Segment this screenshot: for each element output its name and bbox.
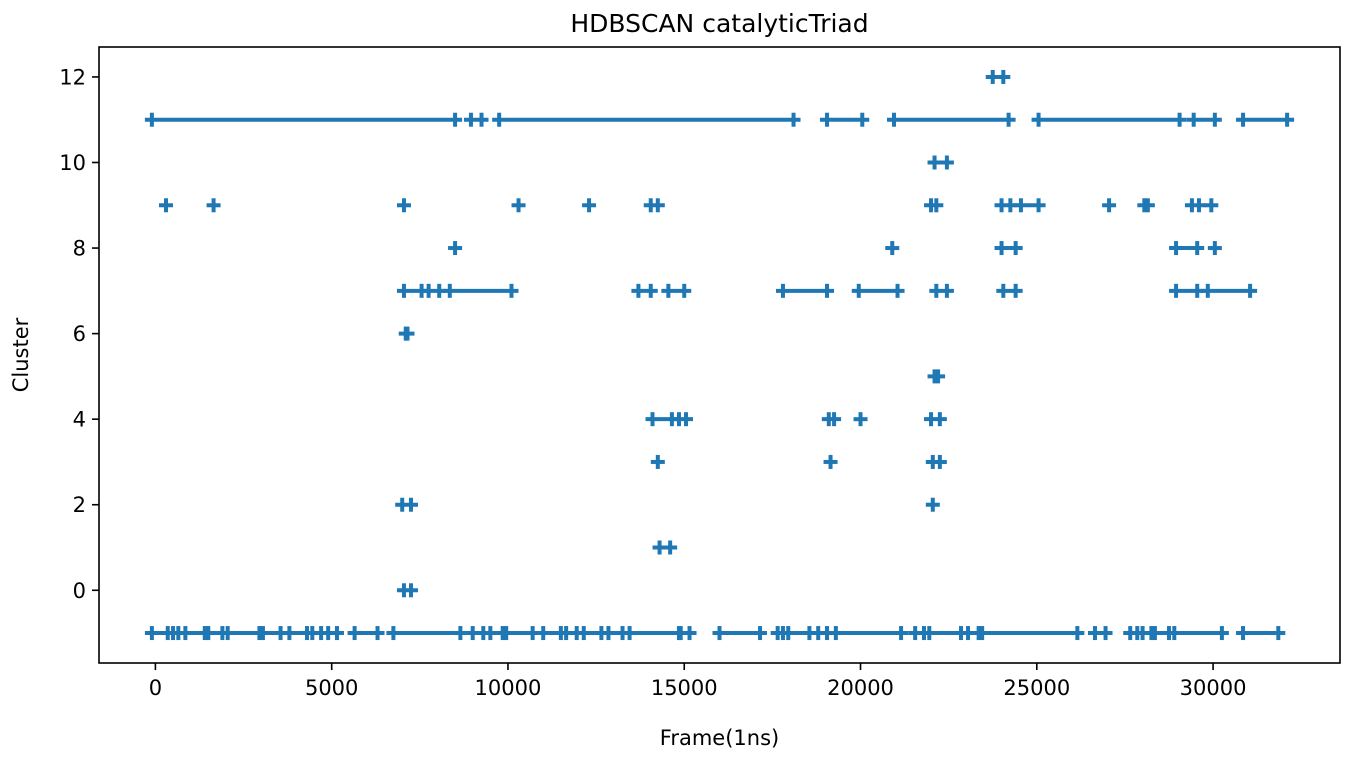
- cluster-7-run-5: [775, 283, 835, 298]
- cluster--1-run-19: [673, 626, 697, 641]
- cluster--1-run-26: [922, 626, 969, 641]
- cluster-3-run-1: [823, 454, 838, 469]
- cluster-9-run-11: [1184, 198, 1206, 213]
- y-tick-label: 6: [73, 322, 86, 346]
- cluster--1-run-20: [712, 626, 768, 641]
- y-tick-label: 10: [59, 151, 86, 175]
- x-tick-label: 25000: [1003, 676, 1070, 700]
- x-axis-label: Frame(1ns): [660, 726, 779, 750]
- cluster-11-run-2: [492, 112, 801, 127]
- cluster-7-run-3: [631, 283, 658, 298]
- cluster--1-run-22: [781, 626, 817, 641]
- cluster-1-run-0: [652, 540, 678, 555]
- cluster--1-run-34: [1236, 626, 1286, 641]
- x-tick-label: 20000: [827, 676, 894, 700]
- cluster-9-run-0: [158, 198, 173, 213]
- cluster-4-run-3: [853, 412, 868, 427]
- cluster-8-run-4: [1207, 241, 1222, 256]
- cluster-9-run-5: [643, 198, 665, 213]
- cluster-9-run-2: [396, 198, 411, 213]
- x-tick-label: 30000: [1180, 676, 1247, 700]
- x-tick-label: 5000: [305, 676, 358, 700]
- cluster--1-run-33: [1167, 626, 1229, 641]
- cluster-11-run-6: [1186, 112, 1222, 127]
- cluster-9-run-6: [924, 198, 944, 213]
- cluster-12-run-0: [985, 69, 1011, 84]
- cluster-11-run-7: [1236, 112, 1295, 127]
- cluster-9-run-8: [1013, 198, 1046, 213]
- y-tick-label: 8: [73, 237, 86, 261]
- cluster--1-run-29: [1087, 626, 1113, 641]
- cluster-8-run-0: [448, 241, 463, 256]
- cluster-9-run-10: [1137, 198, 1155, 213]
- cluster-11-run-0: [144, 112, 463, 127]
- cluster-7-run-9: [1169, 283, 1205, 298]
- y-tick-label: 12: [59, 65, 86, 89]
- cluster-11-run-3: [820, 112, 870, 127]
- cluster-2-run-1: [925, 497, 940, 512]
- y-axis: 0 2 4 6 8 10 12: [59, 65, 99, 603]
- y-tick-label: 2: [73, 493, 86, 517]
- cluster-7-run-6: [851, 283, 905, 298]
- cluster-11-run-4: [887, 112, 1016, 127]
- y-axis-label: Cluster: [9, 317, 33, 392]
- cluster-0-run-0: [396, 583, 419, 598]
- cluster-9-run-4: [582, 198, 597, 213]
- cluster-8-run-1: [885, 241, 900, 256]
- cluster-9-run-7: [994, 198, 1018, 213]
- cluster-8-run-2: [994, 241, 1023, 256]
- cluster-3-run-2: [925, 454, 947, 469]
- cluster-9-run-1: [206, 198, 221, 213]
- cluster-11-run-5: [1031, 112, 1187, 127]
- cluster-3-run-0: [650, 454, 665, 469]
- cluster-7-run-7: [929, 283, 954, 298]
- cluster-2-run-0: [395, 497, 419, 512]
- cluster-9-run-9: [1102, 198, 1117, 213]
- data-points: [144, 69, 1295, 641]
- x-tick-label: 0: [149, 676, 162, 700]
- cluster--1-run-8: [321, 626, 344, 641]
- x-tick-label: 10000: [475, 676, 542, 700]
- cluster-7-run-1: [421, 283, 447, 298]
- cluster-4-run-4: [924, 412, 947, 427]
- cluster-6-run-0: [398, 326, 415, 341]
- cluster-7-run-4: [661, 283, 692, 298]
- cluster--1-run-24: [828, 626, 909, 641]
- cluster--1-run-10: [386, 626, 468, 641]
- cluster--1-run-9: [347, 626, 385, 641]
- x-tick-label: 15000: [651, 676, 718, 700]
- plot-frame: [98, 46, 1341, 664]
- cluster-7-run-8: [996, 283, 1023, 298]
- cluster-11-run-1: [463, 112, 489, 127]
- cluster-8-run-3: [1169, 241, 1205, 256]
- y-tick-label: 4: [73, 408, 86, 432]
- y-tick-label: 0: [73, 579, 86, 603]
- cluster--1-run-13: [499, 626, 540, 641]
- cluster-7-run-2: [442, 283, 519, 298]
- cluster-10-run-0: [927, 155, 954, 170]
- cluster--1-run-5: [255, 626, 288, 641]
- cluster-4-run-1: [671, 412, 694, 427]
- cluster-7-run-10: [1200, 283, 1258, 298]
- cluster-9-run-12: [1204, 198, 1219, 213]
- cluster-9-run-3: [511, 198, 526, 213]
- chart-title: HDBSCAN catalyticTriad: [570, 9, 868, 38]
- cluster--1-run-28: [975, 626, 1085, 641]
- cluster-5-run-0: [927, 369, 946, 384]
- cluster-4-run-2: [821, 412, 842, 427]
- x-axis: 0 5000 10000 15000 20000 25000 30000: [149, 663, 1247, 700]
